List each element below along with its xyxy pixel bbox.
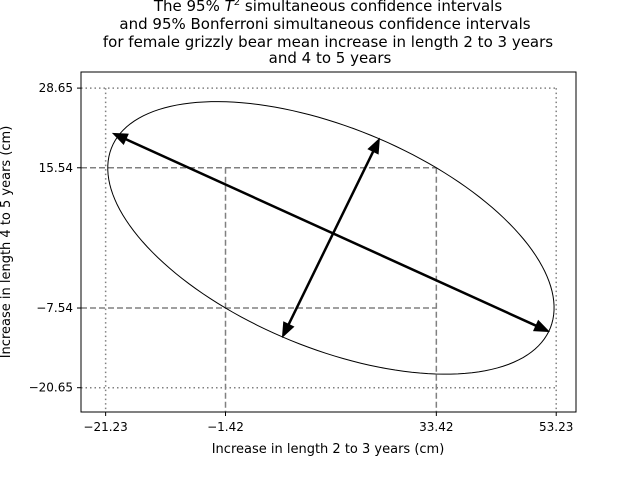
minor-axis-arrow-head-end xyxy=(281,321,295,339)
minor-axis-arrow-shaft xyxy=(285,147,377,329)
y-tick-label-3: −20.65 xyxy=(29,381,73,395)
title-line-1-before: The 95% xyxy=(153,0,225,15)
minor-axis-arrow-head-start xyxy=(367,137,380,155)
title-line-4: and 4 to 5 years xyxy=(269,49,392,67)
title-superscript: 2 xyxy=(234,0,240,8)
x-axis-label: Increase in length 2 to 3 years (cm) xyxy=(212,442,445,457)
y-axis-label: Increase in length 4 to 5 years (cm) xyxy=(0,126,14,359)
x-tick-label-3: 53.23 xyxy=(539,420,573,434)
x-tick-label-0: −21.23 xyxy=(83,420,127,434)
y-tick-label-0: 28.65 xyxy=(39,81,73,95)
major-axis-arrow-shaft xyxy=(121,136,541,329)
plot-marks xyxy=(81,87,557,412)
major-axis-arrow-head-end xyxy=(532,319,551,333)
title-line-1: The 95% T2 simultaneous confidence inter… xyxy=(153,0,503,15)
confidence-ellipse xyxy=(107,101,555,375)
x-tick-label-2: 33.42 xyxy=(419,420,453,434)
y-tick-label-1: 15.54 xyxy=(39,161,73,175)
x-tick-label-1: −1.42 xyxy=(207,420,244,434)
x-axis: −21.23 −1.42 33.42 53.23 xyxy=(83,412,573,434)
title-line-1-after: simultaneous confidence intervals xyxy=(240,0,502,15)
chart-title: The 95% T2 simultaneous confidence inter… xyxy=(103,0,553,67)
title-line-2: and 95% Bonferroni simultaneous confiden… xyxy=(119,15,530,33)
y-axis: 28.65 15.54 −7.54 −20.65 xyxy=(29,81,81,395)
y-tick-label-2: −7.54 xyxy=(36,301,73,315)
title-line-3: for female grizzly bear mean increase in… xyxy=(103,33,553,51)
plot-frame xyxy=(80,71,577,413)
major-axis-arrow-head-start xyxy=(111,132,129,146)
title-t-symbol: T xyxy=(225,0,236,15)
